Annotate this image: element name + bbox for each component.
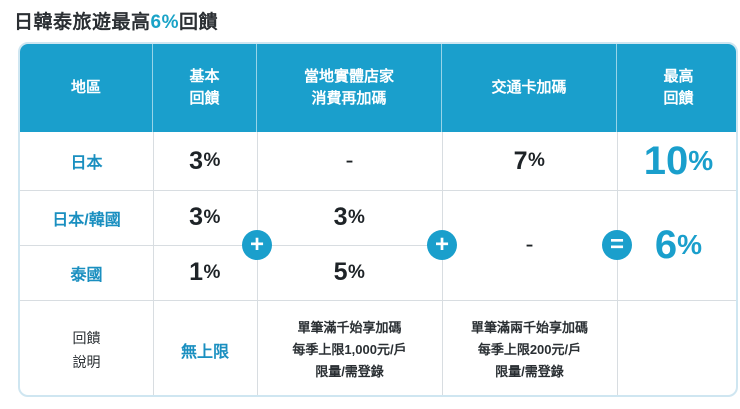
- transit-bonus-japan: 7%: [513, 146, 546, 175]
- grid-line: [257, 132, 258, 395]
- region-japan-korea: 日本/韓國: [52, 211, 121, 229]
- table-header: 地區 基本 回饋 當地實體店家 消費再加碼 交通卡加碼 最高 回饋: [20, 44, 736, 132]
- grid-line: [617, 190, 736, 191]
- basic-rate-thailand: 1%: [189, 258, 221, 286]
- title-prefix: 日韓泰旅遊最高: [14, 12, 151, 33]
- max-rate-japan: 10%: [643, 138, 714, 183]
- header-max: 最高 回饋: [663, 68, 694, 107]
- title-highlight: 6%: [150, 12, 179, 33]
- header-transit: 交通卡加碼: [442, 44, 617, 132]
- header-region: 地區: [20, 44, 153, 132]
- plus-icon: +: [242, 230, 272, 260]
- region-thailand: 泰國: [70, 266, 103, 284]
- equals-icon: =: [602, 230, 632, 260]
- store-bonus-japan-korea: 3%: [333, 203, 366, 231]
- grid-line: [153, 245, 442, 246]
- grid-line: [617, 132, 618, 395]
- note-basic-unlimited: 無上限: [180, 343, 229, 361]
- store-bonus-japan: -: [345, 147, 354, 174]
- plus-icon: +: [427, 230, 457, 260]
- max-rate-japan-korea-thailand: 6%: [654, 222, 703, 267]
- cashback-table: 地區 基本 回饋 當地實體店家 消費再加碼 交通卡加碼 最高 回饋 日本 3% …: [18, 42, 738, 397]
- grid-line: [20, 300, 736, 301]
- note-transit-bonus: 單筆滿兩千始享加碼 每季上限200元/戶 限量/需登錄: [470, 319, 588, 379]
- store-bonus-thailand: 5%: [333, 258, 366, 286]
- grid-line: [20, 190, 617, 191]
- notes-label: 回饋 說明: [72, 329, 101, 370]
- title-suffix: 回饋: [178, 12, 218, 33]
- grid-line: [153, 132, 154, 395]
- header-basic: 基本 回饋: [153, 44, 257, 132]
- basic-rate-japan-korea: 3%: [189, 203, 221, 231]
- transit-bonus-japan-korea-thailand: -: [525, 231, 534, 258]
- region-japan: 日本: [70, 155, 103, 172]
- note-max-empty: [617, 300, 736, 395]
- grid-line: [20, 245, 153, 246]
- header-store: 當地實體店家 消費再加碼: [257, 44, 442, 132]
- basic-rate-japan: 3%: [189, 146, 221, 175]
- page-title: 日韓泰旅遊最高6%回饋: [14, 7, 218, 34]
- note-store-bonus: 單筆滿千始享加碼 每季上限1,000元/戶 限量/需登錄: [292, 319, 407, 379]
- grid-line: [442, 132, 443, 395]
